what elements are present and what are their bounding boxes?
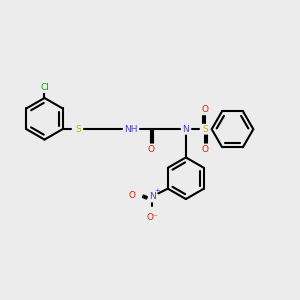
Text: N: N (182, 125, 189, 134)
Text: Cl: Cl (40, 83, 49, 92)
Text: S: S (75, 125, 81, 134)
Text: O: O (128, 191, 135, 200)
Text: N: N (149, 193, 156, 202)
Text: O: O (202, 105, 209, 114)
Text: S: S (202, 125, 208, 134)
Text: O⁻: O⁻ (146, 213, 158, 222)
Text: NH: NH (124, 125, 138, 134)
Text: +: + (154, 188, 160, 194)
Text: O: O (148, 145, 154, 154)
Text: O: O (202, 145, 209, 154)
